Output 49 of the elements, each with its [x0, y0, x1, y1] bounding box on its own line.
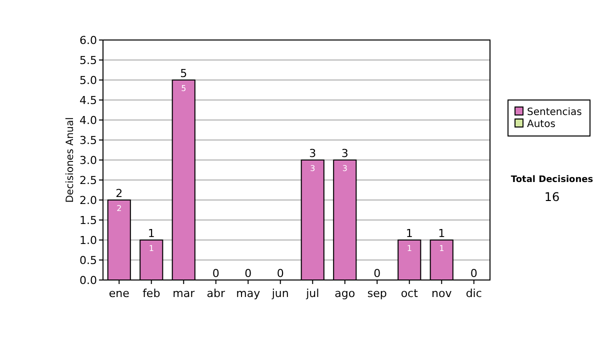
y-axis-title: Decisiones Anual: [65, 117, 76, 203]
total-label: 0: [374, 267, 381, 280]
data-label: 3: [342, 164, 348, 173]
x-tick-label: feb: [142, 287, 160, 300]
total-label: 1: [438, 227, 446, 240]
x-tick-label: sep: [367, 287, 387, 300]
total-label: 1: [406, 227, 413, 240]
x-tick-label: dic: [466, 287, 482, 300]
total-label: 0: [212, 267, 220, 280]
total-label: 3: [341, 147, 348, 160]
y-tick-label: 5.5: [80, 54, 97, 67]
y-tick-label: 0.0: [80, 274, 97, 287]
legend-label: Autos: [527, 119, 556, 130]
total-label: 5: [180, 67, 188, 80]
legend-label: Sentencias: [527, 107, 582, 118]
x-tick-label: ene: [108, 287, 130, 300]
data-label: 1: [439, 244, 444, 253]
x-tick-label: oct: [400, 287, 419, 300]
y-tick-label: 3.5: [80, 134, 97, 147]
x-tick-label: nov: [432, 287, 452, 300]
data-label: 5: [181, 84, 186, 93]
y-tick-label: 3.0: [80, 154, 97, 167]
y-tick-label: 5.0: [80, 74, 97, 87]
y-tick-label: 2.0: [80, 194, 97, 207]
total-label: 0: [470, 267, 478, 280]
y-tick-label: 4.0: [80, 114, 97, 127]
y-tick-label: 6.0: [80, 34, 97, 47]
text: 16: [544, 190, 560, 204]
y-tick-label: 1.5: [80, 214, 97, 227]
x-tick-label: jul: [305, 287, 320, 300]
text: Total Decisiones: [510, 175, 594, 185]
x-tick-label: may: [236, 287, 261, 300]
total-label: 0: [244, 267, 252, 280]
total-label: 1: [148, 227, 155, 240]
total-label: 2: [116, 187, 123, 200]
y-tick-label: 4.5: [80, 94, 97, 107]
data-label: 1: [148, 244, 154, 253]
y-tick-label: 1.0: [80, 234, 97, 247]
data-label: 2: [116, 204, 122, 213]
total-label: 0: [276, 267, 284, 280]
data-label: 1: [406, 244, 412, 253]
total-label: 3: [309, 147, 316, 160]
x-tick-label: ago: [334, 287, 356, 300]
x-tick-label: mar: [172, 287, 196, 300]
y-tick-label: 2.5: [80, 174, 97, 187]
x-tick-label: jun: [270, 287, 289, 300]
data-label: 3: [310, 164, 316, 173]
y-tick-label: 0.5: [80, 254, 97, 267]
x-tick-label: abr: [206, 287, 226, 300]
